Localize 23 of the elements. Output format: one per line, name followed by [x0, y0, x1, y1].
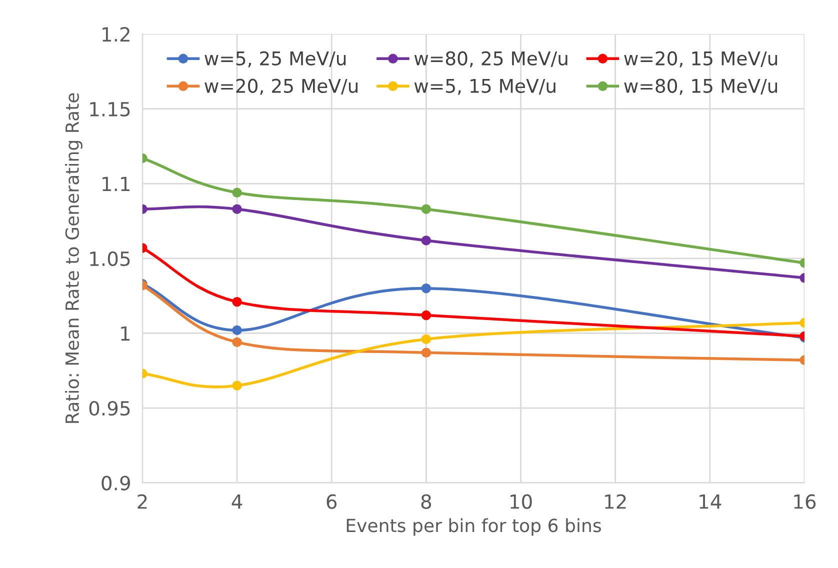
legend-label: w=20, 15 MeV/u	[624, 51, 778, 68]
y-tick-label: 1.1	[102, 176, 130, 192]
x-tick-label: 4	[232, 494, 242, 509]
legend-label: w=80, 25 MeV/u	[414, 51, 568, 68]
x-tick-label: 16	[794, 494, 816, 509]
y-tick-label: 1	[121, 326, 130, 341]
y-tick-label: 0.9	[102, 476, 130, 490]
y-tick-label: 1.2	[102, 27, 130, 42]
x-axis-title: Events per bin for top 6 bins	[346, 518, 601, 536]
x-tick-label: 10	[510, 494, 532, 509]
legend-label: w=5, 25 MeV/u	[204, 51, 346, 68]
legend-label: w=80, 15 MeV/u	[624, 78, 778, 95]
legend-label: w=5, 15 MeV/u	[414, 79, 556, 95]
x-tick-label: 8	[421, 494, 432, 509]
y-tick-label: 0.95	[89, 400, 130, 416]
x-tick-label: 12	[605, 494, 626, 509]
x-tick-label: 6	[326, 494, 337, 509]
legend-label: w=20, 25 MeV/u	[204, 78, 358, 95]
x-tick-label: 2	[138, 494, 147, 509]
x-tick-label: 14	[700, 494, 722, 509]
y-tick-label: 1.05	[90, 251, 130, 266]
y-axis-title: Ratio: Mean Rate to Generating Rate	[65, 93, 82, 423]
y-tick-label: 1.15	[90, 102, 130, 117]
